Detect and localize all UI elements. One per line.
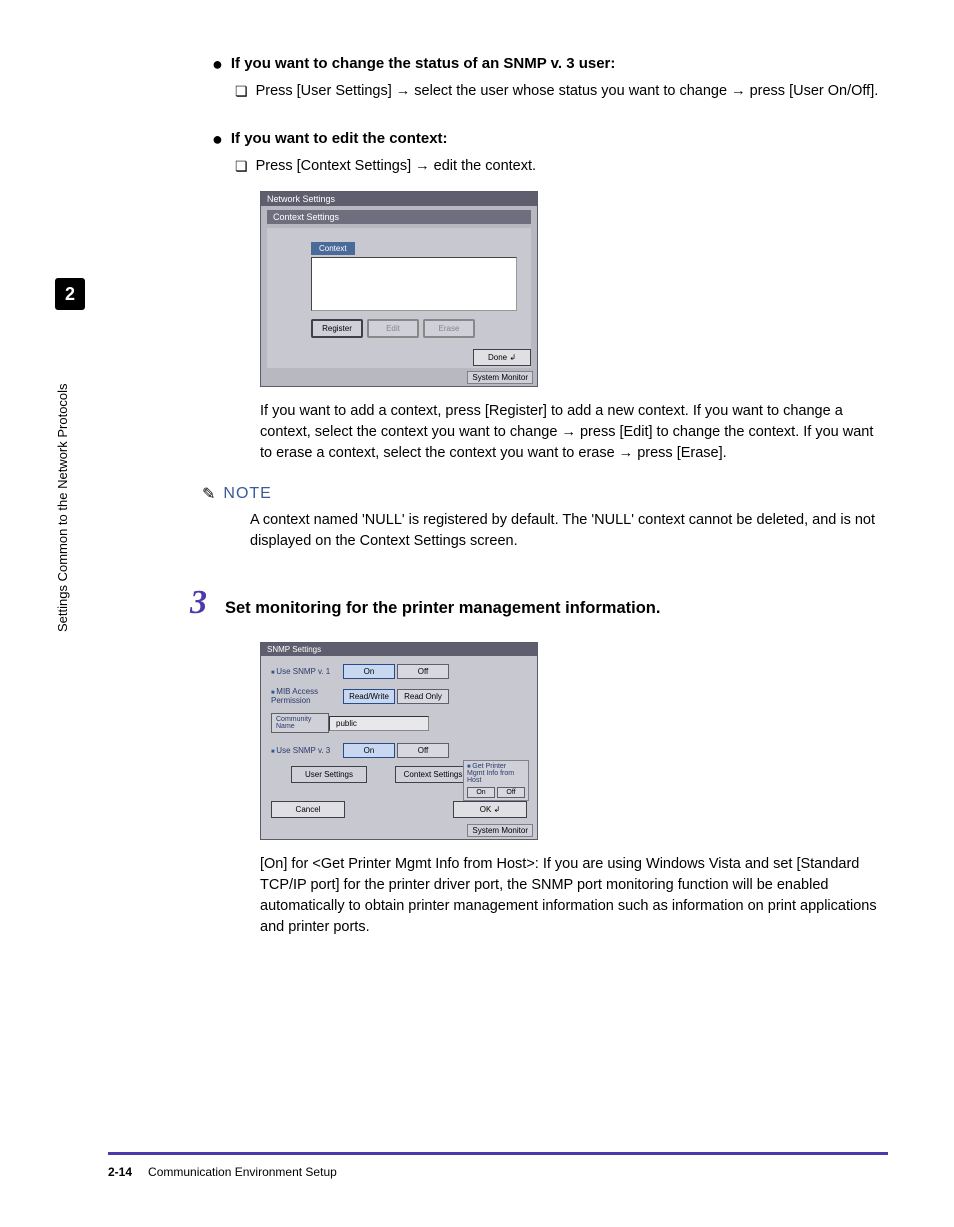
note-header: ✎ NOTE [202,484,890,504]
ss-done-button: Done ↲ [473,349,531,366]
ss2-use-snmp-v1-label: Use SNMP v. 1 [271,667,343,676]
ss2-v1-on-button: On [343,664,395,679]
ss2-cancel-button: Cancel [271,801,345,818]
ss2-use-snmp-v3-label: Use SNMP v. 3 [271,746,343,755]
ss2-printer-mgmt-box: ■ Get Printer Mgmt Info from Host On Off [463,760,529,801]
ss2-ok-button: OK ↲ [453,801,527,818]
note-body: A context named 'NULL' is registered by … [250,510,880,552]
footer-title: Communication Environment Setup [148,1165,337,1179]
instruction-edit-context: ❏ Press [Context Settings] → edit the co… [235,156,890,177]
ss2-system-monitor: System Monitor [467,824,533,837]
step-number: 3 [190,584,207,622]
ss-edit-button: Edit [367,319,419,338]
instruction-text: Press [User Settings] → select the user … [256,81,879,102]
ss2-rw-button: Read/Write [343,689,395,704]
checkbox-icon: ❏ [235,156,248,177]
checkbox-icon: ❏ [235,81,248,102]
heading-text: If you want to change the status of an S… [231,55,616,72]
ss2-pm-on-button: On [467,787,495,798]
step-3-header: 3 Set monitoring for the printer managem… [190,584,890,622]
footer-rule [108,1152,888,1155]
chapter-sidebar: 2 Settings Common to the Network Protoco… [55,278,85,638]
ss2-titlebar: SNMP Settings [261,643,537,656]
ss2-pm-off-button: Off [497,787,525,798]
bullet-icon: ● [212,130,223,148]
ss-system-monitor: System Monitor [467,371,533,384]
ss2-user-settings-button: User Settings [291,766,367,783]
ss-erase-button: Erase [423,319,475,338]
chapter-number: 2 [55,278,85,310]
ss-titlebar-context: Context Settings [267,210,531,224]
page-number: 2-14 [108,1165,132,1179]
chapter-label: Settings Common to the Network Protocols [55,322,70,632]
instruction-snmp-user: ❏ Press [User Settings] → select the use… [235,81,890,102]
page-footer: 2-14 Communication Environment Setup [108,1165,337,1179]
step-title: Set monitoring for the printer managemen… [225,599,660,618]
heading-text: If you want to edit the context: [231,130,448,147]
ss2-community-value: public [329,716,429,731]
heading-snmp-user-status: ● If you want to change the status of an… [212,55,890,73]
screenshot-context-settings: Network Settings Context Settings Contex… [260,191,890,387]
ss2-v3-on-button: On [343,743,395,758]
screenshot-snmp-settings: SNMP Settings Use SNMP v. 1 On Off MIB A… [260,642,890,840]
ss2-ro-button: Read Only [397,689,449,704]
ss2-context-settings-button: Context Settings [395,766,471,783]
printer-mgmt-description: [On] for <Get Printer Mgmt Info from Hos… [260,854,880,938]
ss-register-button: Register [311,319,363,338]
bullet-icon: ● [212,55,223,73]
context-settings-description: If you want to add a context, press [Reg… [260,401,880,464]
note-label: NOTE [223,485,271,503]
ss2-v1-off-button: Off [397,664,449,679]
ss-context-label: Context [311,242,355,255]
note-icon: ✎ [202,484,215,504]
ss-context-list [311,257,517,311]
ss2-v3-off-button: Off [397,743,449,758]
ss-titlebar-network: Network Settings [261,192,537,206]
instruction-text: Press [Context Settings] → edit the cont… [256,156,536,177]
ss2-community-label: Community Name [271,713,329,733]
ss2-mib-label: MIB Access Permission [271,687,343,705]
heading-edit-context: ● If you want to edit the context: [212,130,890,148]
main-content: ● If you want to change the status of an… [190,55,890,958]
